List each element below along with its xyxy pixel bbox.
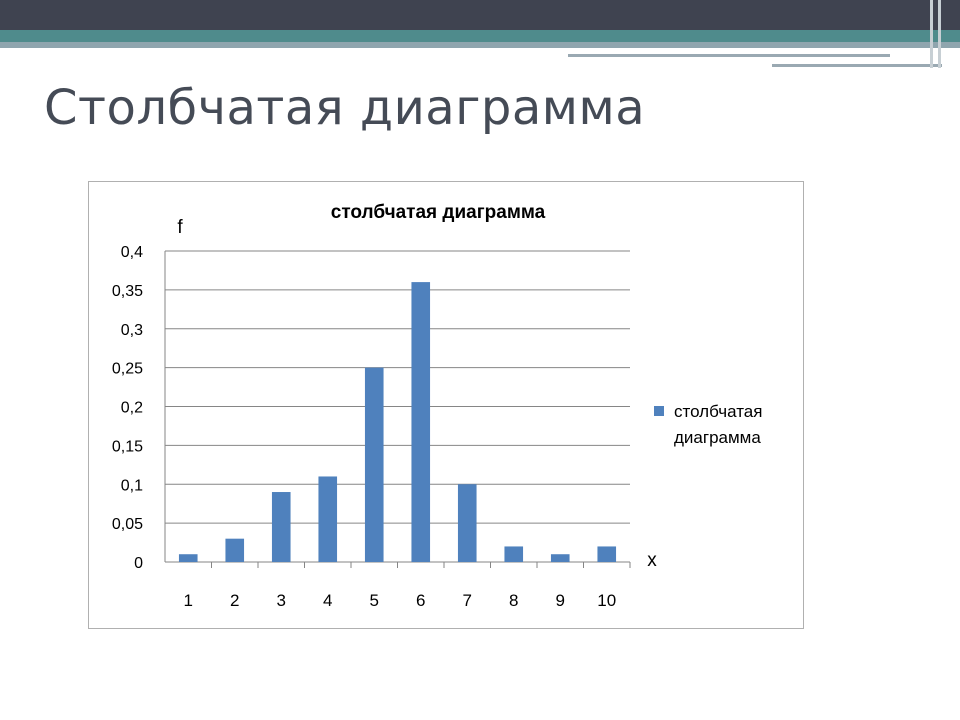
x-tick-label: 2 [230, 591, 239, 610]
bar-1 [178, 554, 198, 562]
bar-chart: столбчатая диаграмма f x 0 0,05 0,1 0,15 0,2 0,2… [112, 202, 763, 610]
y-tick-label: 0 [134, 555, 143, 572]
legend-label: столбчатая диаграмма [674, 402, 762, 447]
x-axis-label: x [647, 550, 657, 571]
bar-3 [271, 492, 291, 562]
y-tick-label: 0,1 [121, 477, 143, 494]
y-tick-label: 0,2 [121, 400, 143, 417]
bar-5 [364, 367, 384, 562]
bar-6 [411, 282, 431, 562]
x-tick-label: 7 [463, 591, 472, 610]
slide-header-bar [0, 0, 960, 30]
bar-7 [457, 484, 477, 562]
bar-9 [550, 554, 570, 562]
y-tick-label: 0,3 [121, 322, 143, 339]
bar-2 [225, 538, 245, 562]
decorative-stripe [930, 0, 933, 68]
x-tick-label: 8 [509, 591, 518, 610]
legend-swatch [654, 406, 664, 416]
decorative-line [568, 54, 890, 57]
decorative-line [772, 64, 942, 67]
x-tick-label: 10 [597, 591, 616, 610]
bar-10 [597, 546, 617, 562]
slide-title: Столбчатая диаграмма [44, 80, 646, 136]
chart-frame [88, 181, 804, 629]
y-tick-label: 0,4 [121, 244, 143, 261]
bar-8 [504, 546, 524, 562]
decorative-stripe [938, 0, 941, 68]
chart-title: столбчатая диаграмма [331, 202, 546, 223]
slide-accent-band [0, 30, 960, 42]
y-tick-label: 0,15 [112, 438, 143, 455]
x-tick-label: 4 [323, 591, 332, 610]
y-tick-label: 0,35 [112, 283, 143, 300]
y-axis-label: f [177, 217, 183, 238]
y-tick-label: 0,25 [112, 361, 143, 378]
x-tick-label: 6 [416, 591, 425, 610]
slide-accent-band-secondary [0, 42, 960, 48]
x-tick-label: 5 [370, 591, 379, 610]
x-tick-label: 1 [184, 591, 193, 610]
x-tick-label: 3 [277, 591, 286, 610]
x-tick-label: 9 [556, 591, 565, 610]
y-tick-label: 0,05 [112, 516, 143, 533]
bar-4 [318, 476, 338, 562]
